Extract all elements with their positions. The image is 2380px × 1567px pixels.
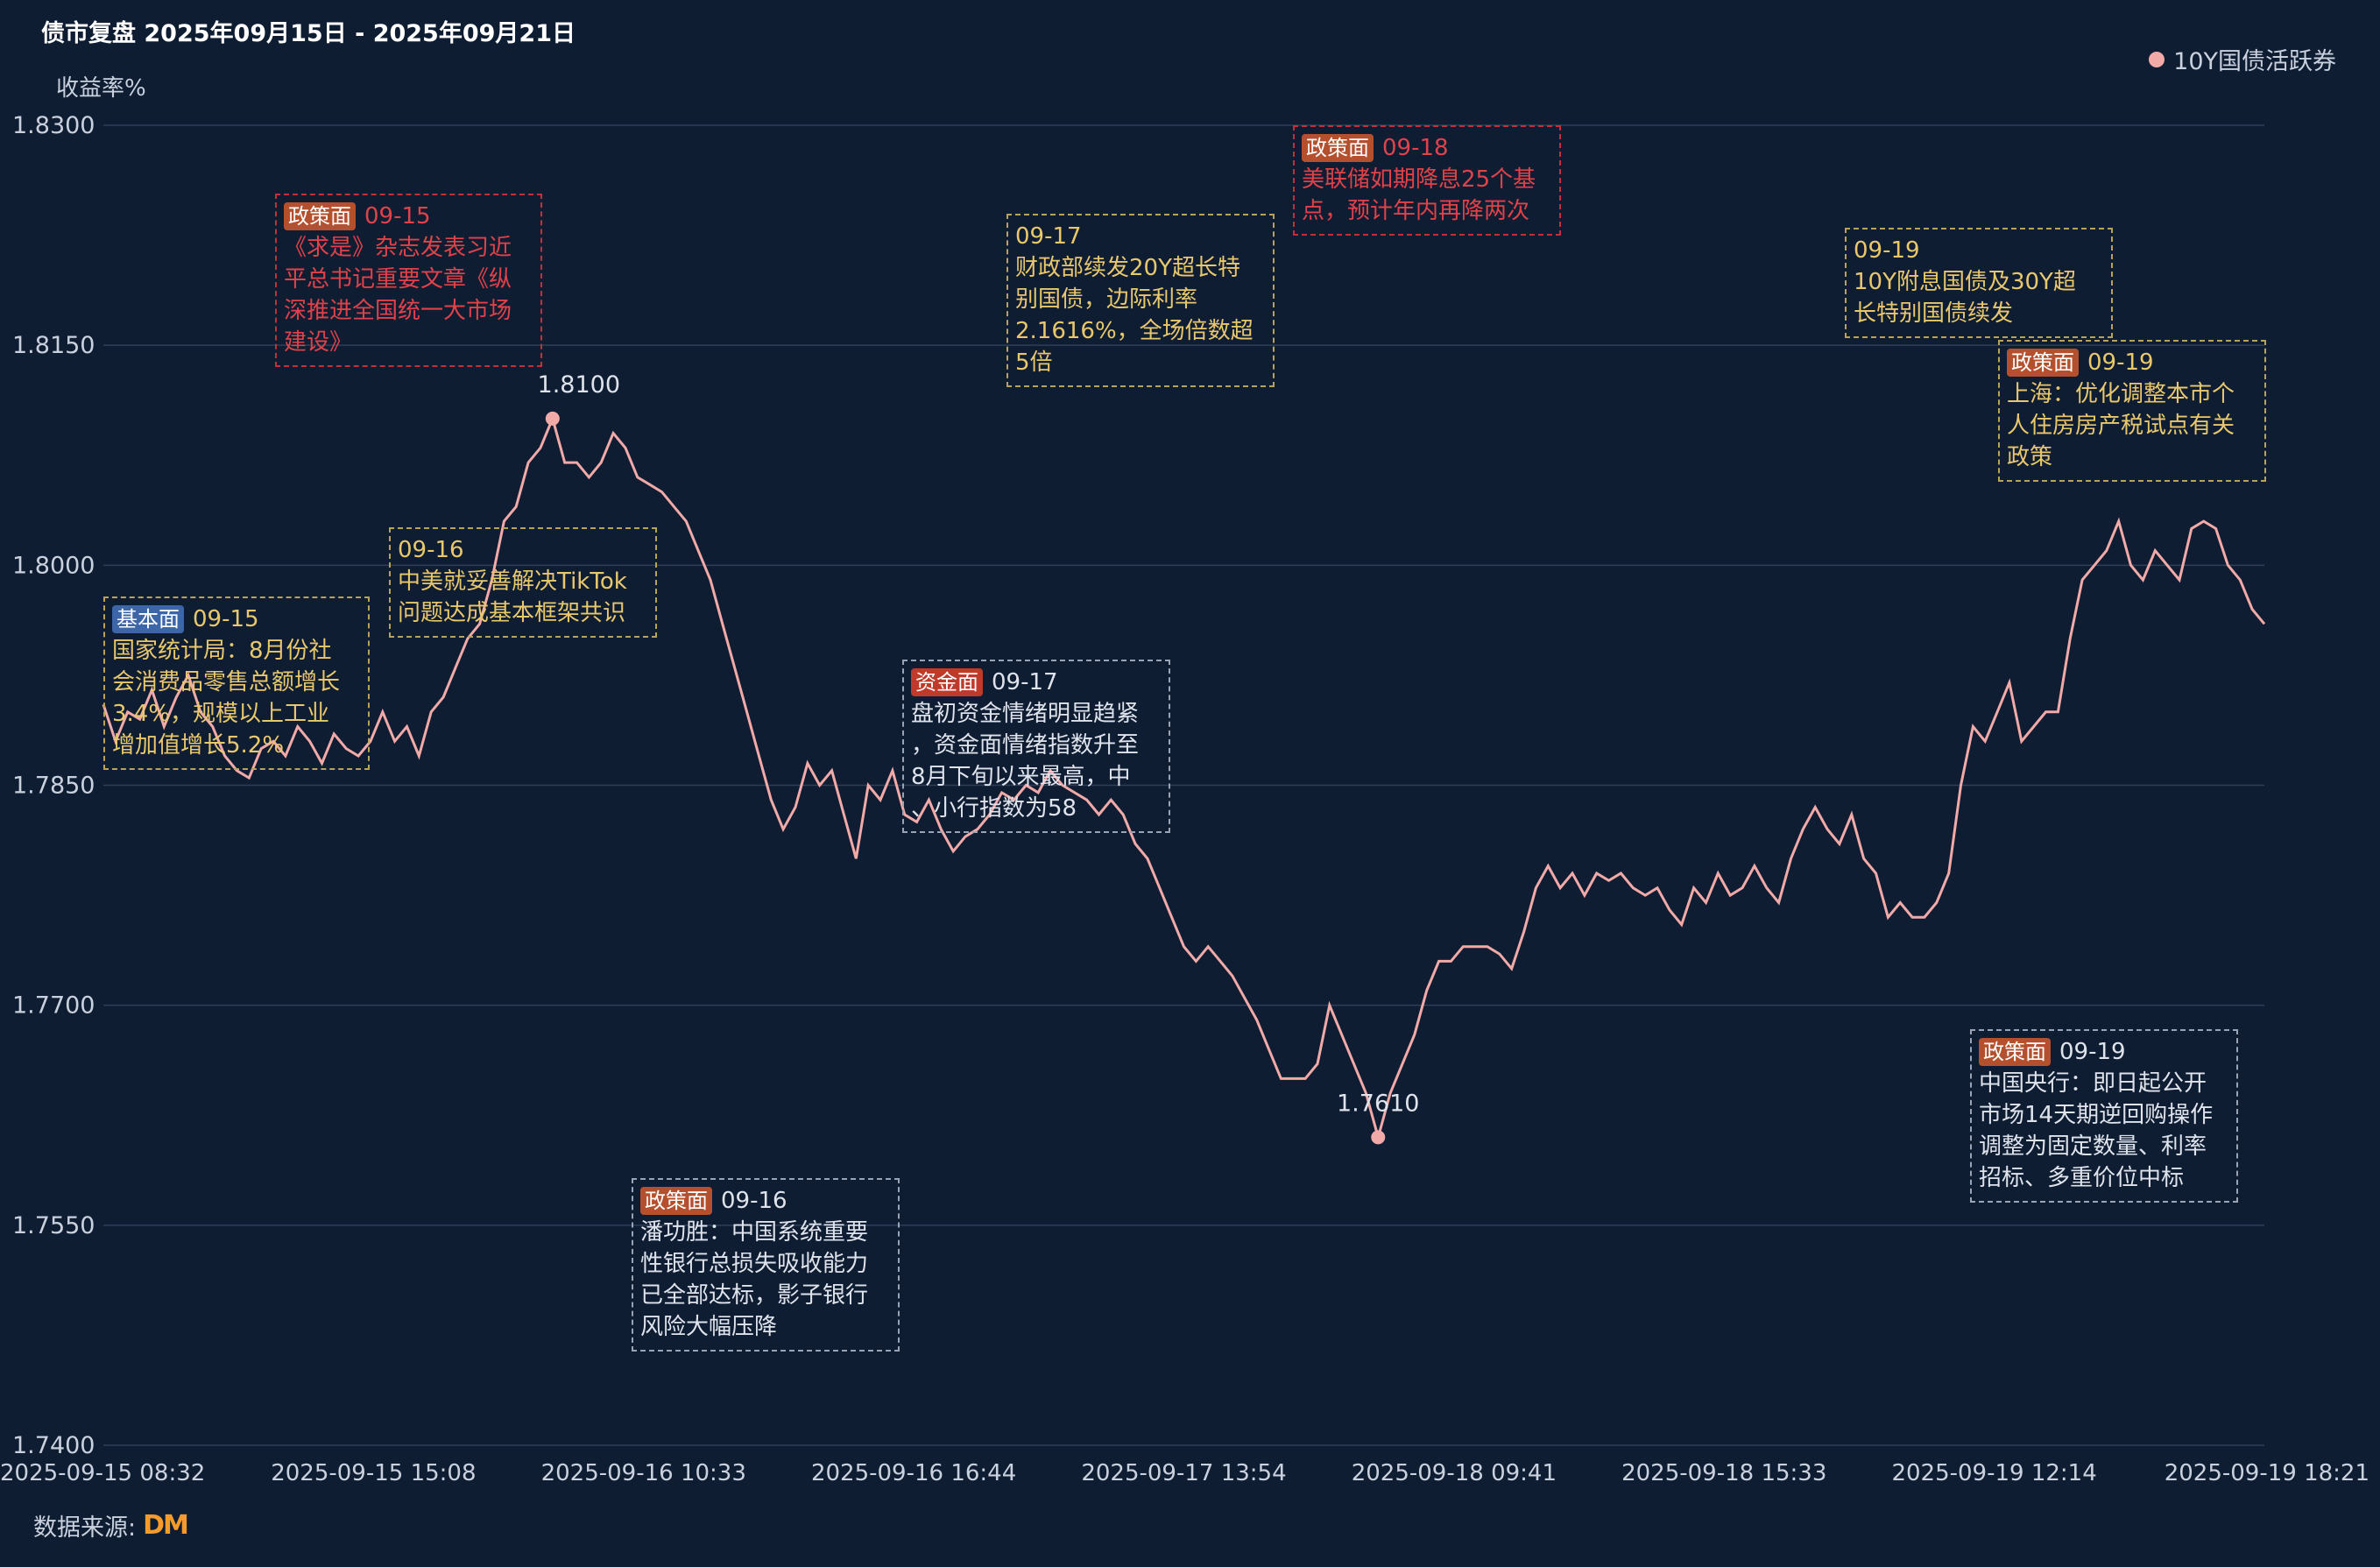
x-tick-label: 2025-09-18 15:33 (1621, 1460, 1826, 1486)
annotation-date: 09-15 (193, 606, 259, 632)
annotation-0917-fund: 资金面 09-17 盘初资金情绪明显趋紧 ，资金面情绪指数升至 8月下旬以来最高，… (902, 660, 1170, 833)
annotation-date: 09-19 (1854, 237, 1920, 264)
annotation-text: 长特别国债续发 (1854, 300, 2014, 327)
annotation-text: 中美就妥善解决TikTok (398, 568, 627, 595)
legend-dot-icon (2149, 51, 2165, 67)
annotation-text: 问题达成基本框架共识 (398, 600, 626, 626)
annotation-text: 风险大幅压降 (640, 1314, 778, 1340)
tag-policy: 政策面 (2007, 349, 2079, 377)
y-tick-label: 1.8300 (12, 112, 95, 139)
legend[interactable]: 10Y国债活跃券 (2149, 42, 2336, 76)
dm-logo: DM (143, 1510, 189, 1541)
annotation-0916-policy: 政策面 09-16 潘功胜：中国系统重要 性银行总损失吸收能力 已全部达标，影子银… (632, 1178, 900, 1352)
annotation-0918-fed: 政策面 09-18 美联储如期降息25个基 点，预计年内再降两次 (1293, 125, 1561, 236)
annotation-0919-pboc: 政策面 09-19 中国央行：即日起公开 市场14天期逆回购操作 调整为固定数量、… (1970, 1029, 2238, 1203)
annotation-text: 《求是》杂志发表习近 (284, 235, 512, 261)
x-tick-label: 2025-09-15 15:08 (271, 1460, 476, 1486)
y-axis-label: 收益率% (56, 75, 146, 102)
tag-policy: 政策面 (284, 202, 356, 230)
max-point (545, 411, 560, 426)
annotation-0915-basic: 基本面 09-15 国家统计局：8月份社 会消费品零售总额增长 3.4%，规模以上… (103, 596, 370, 770)
x-tick-label: 2025-09-19 18:21 (2165, 1460, 2369, 1486)
annotation-date: 09-19 (2059, 1039, 2126, 1065)
annotation-0917-treasury: 09-17 财政部续发20Y超长特 别国债，边际利率 2.1616%，全场倍数超… (1006, 214, 1275, 387)
source-label: 数据来源: (33, 1514, 137, 1542)
annotation-date: 09-18 (1382, 135, 1449, 161)
annotation-text: 财政部续发20Y超长特 (1015, 255, 1240, 281)
annotation-date: 09-16 (398, 537, 464, 563)
x-tick-label: 2025-09-16 16:44 (811, 1460, 1016, 1486)
annotation-0915-policy: 政策面 09-15 《求是》杂志发表习近 平总书记重要文章《纵 深推进全国统一大市… (275, 194, 542, 367)
y-tick-label: 1.7400 (12, 1432, 95, 1459)
annotation-date: 09-19 (2087, 349, 2154, 376)
annotation-text: 招标、多重价位中标 (1979, 1165, 2185, 1191)
annotation-text: 增加值增长5.2% (112, 732, 285, 759)
annotation-0916-tiktok: 09-16 中美就妥善解决TikTok 问题达成基本框架共识 (389, 527, 657, 638)
annotation-text: 点，预计年内再降两次 (1302, 198, 1530, 224)
annotation-text: 美联储如期降息25个基 (1302, 166, 1536, 193)
y-tick-label: 1.8000 (12, 552, 95, 579)
annotation-text: 平总书记重要文章《纵 (284, 266, 512, 293)
annotation-text: 别国债，边际利率 (1015, 286, 1198, 313)
annotation-text: 中国央行：即日起公开 (1979, 1070, 2207, 1097)
x-tick-label: 2025-09-17 13:54 (1081, 1460, 1286, 1486)
annotation-text: 政策 (2007, 444, 2053, 470)
y-tick-label: 1.8150 (12, 332, 95, 359)
annotation-0919-shanghai: 政策面 09-19 上海：优化调整本市个 人住房房产税试点有关 政策 (1998, 340, 2266, 482)
annotation-text: 潘功胜：中国系统重要 (640, 1219, 869, 1246)
y-tick-label: 1.7850 (12, 773, 95, 800)
annotation-text: 国家统计局：8月份社 (112, 638, 332, 664)
annotation-text: 2.1616%，全场倍数超 (1015, 318, 1254, 344)
x-tick-label: 2025-09-19 12:14 (1891, 1460, 2096, 1486)
series-line-10y (102, 414, 2266, 1143)
annotation-date: 09-15 (364, 203, 431, 229)
annotation-text: 3.4%，规模以上工业 (112, 701, 330, 727)
annotation-text: 调整为固定数量、利率 (1979, 1133, 2207, 1160)
annotation-text: 市场14天期逆回购操作 (1979, 1102, 2214, 1128)
annotation-text: 深推进全国统一大市场 (284, 298, 512, 324)
annotation-text: 已全部达标，影子银行 (640, 1282, 869, 1309)
max-label: 1.8100 (538, 371, 620, 399)
x-tick-label: 2025-09-16 10:33 (541, 1460, 746, 1486)
annotation-text: 5倍 (1015, 349, 1053, 376)
annotation-date: 09-17 (1015, 223, 1082, 250)
tag-fund: 资金面 (911, 668, 983, 696)
annotation-date: 09-17 (992, 669, 1058, 695)
chart-title: 债市复盘 2025年09月15日 - 2025年09月21日 (41, 20, 576, 47)
annotation-text: 、小行指数为58 (911, 795, 1077, 822)
annotation-text: 10Y附息国债及30Y超 (1854, 269, 2076, 295)
x-tick-label: 2025-09-15 08:32 (0, 1460, 205, 1486)
tag-policy: 政策面 (640, 1187, 712, 1215)
y-tick-label: 1.7550 (12, 1212, 95, 1239)
annotation-text: 盘初资金情绪明显趋紧 (911, 701, 1140, 727)
min-point (1371, 1130, 1386, 1145)
annotation-0919-bond: 09-19 10Y附息国债及30Y超 长特别国债续发 (1845, 228, 2113, 338)
legend-label: 10Y国债活跃券 (2173, 48, 2336, 75)
annotation-text: 会消费品零售总额增长 (112, 669, 341, 695)
annotation-text: 8月下旬以来最高，中 (911, 764, 1131, 790)
annotation-date: 09-16 (721, 1188, 787, 1214)
y-tick-label: 1.7700 (12, 992, 95, 1020)
annotation-text: 上海：优化调整本市个 (2007, 381, 2235, 407)
min-label: 1.7610 (1337, 1090, 1419, 1117)
tag-policy: 政策面 (1979, 1038, 2051, 1066)
annotation-text: 性银行总损失吸收能力 (640, 1251, 869, 1277)
annotation-text: 建设》 (284, 329, 353, 356)
tag-policy: 政策面 (1302, 134, 1374, 162)
annotation-text: ，资金面情绪指数升至 (911, 732, 1140, 759)
data-source: 数据来源: DM (33, 1508, 189, 1542)
x-tick-label: 2025-09-18 09:41 (1352, 1460, 1557, 1486)
annotation-text: 人住房房产税试点有关 (2007, 413, 2235, 439)
tag-basic: 基本面 (112, 605, 184, 633)
